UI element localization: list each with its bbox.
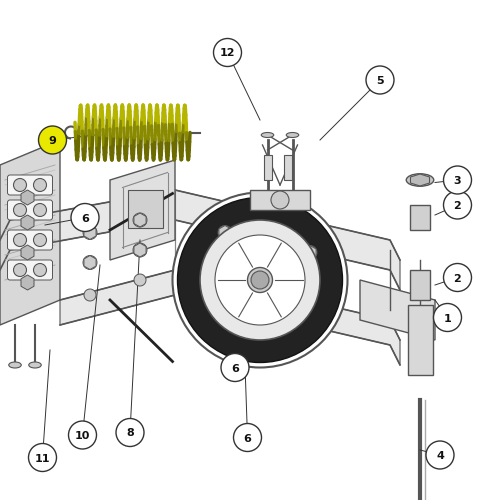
Polygon shape <box>21 190 34 205</box>
Circle shape <box>271 191 289 209</box>
Text: 2: 2 <box>454 273 462 283</box>
Circle shape <box>34 234 46 247</box>
Polygon shape <box>110 161 175 261</box>
Circle shape <box>134 275 146 287</box>
Circle shape <box>133 213 147 227</box>
Text: 3: 3 <box>454 176 462 186</box>
Polygon shape <box>0 190 400 291</box>
Circle shape <box>178 198 342 363</box>
Text: 6: 6 <box>231 363 239 373</box>
Text: 11: 11 <box>35 452 50 462</box>
Circle shape <box>444 264 471 292</box>
Circle shape <box>218 226 232 240</box>
Circle shape <box>234 424 262 451</box>
Polygon shape <box>134 243 146 258</box>
Polygon shape <box>410 175 430 187</box>
Text: 2: 2 <box>454 200 462 210</box>
Text: 9: 9 <box>48 136 56 146</box>
Circle shape <box>68 421 96 449</box>
Polygon shape <box>0 141 60 325</box>
FancyBboxPatch shape <box>8 176 52 195</box>
Circle shape <box>304 295 316 307</box>
Text: 1: 1 <box>444 313 452 323</box>
Circle shape <box>426 441 454 469</box>
Circle shape <box>214 40 242 67</box>
Polygon shape <box>304 246 316 260</box>
Ellipse shape <box>261 133 274 138</box>
Bar <box>128 190 162 228</box>
Circle shape <box>83 256 97 270</box>
Circle shape <box>219 285 231 297</box>
Bar <box>250 190 310 210</box>
FancyBboxPatch shape <box>8 200 52 220</box>
Text: 4: 4 <box>436 450 444 460</box>
Polygon shape <box>21 245 34 261</box>
Text: 6: 6 <box>81 213 89 223</box>
Polygon shape <box>360 281 435 340</box>
Bar <box>284 156 292 181</box>
Bar <box>410 271 430 301</box>
Circle shape <box>14 179 26 192</box>
Circle shape <box>71 204 99 232</box>
Circle shape <box>34 179 46 192</box>
Circle shape <box>34 264 46 277</box>
Polygon shape <box>21 215 34 230</box>
Text: 8: 8 <box>126 428 134 438</box>
Circle shape <box>28 443 56 471</box>
Polygon shape <box>84 226 96 240</box>
Circle shape <box>38 127 66 155</box>
Circle shape <box>200 220 320 340</box>
Polygon shape <box>219 226 231 240</box>
Ellipse shape <box>286 133 299 138</box>
Bar <box>408 306 432 375</box>
Circle shape <box>133 243 147 258</box>
Circle shape <box>116 419 144 446</box>
Circle shape <box>14 234 26 247</box>
Ellipse shape <box>29 362 41 368</box>
Circle shape <box>444 191 471 219</box>
Text: 5: 5 <box>376 76 384 86</box>
Circle shape <box>83 226 97 240</box>
Ellipse shape <box>9 362 21 368</box>
Circle shape <box>221 354 249 382</box>
Circle shape <box>434 304 462 332</box>
Polygon shape <box>134 213 146 227</box>
Circle shape <box>14 204 26 217</box>
FancyBboxPatch shape <box>8 230 52 250</box>
FancyBboxPatch shape <box>8 261 52 281</box>
Text: 12: 12 <box>220 49 236 59</box>
Circle shape <box>444 167 471 194</box>
Circle shape <box>303 246 317 260</box>
Polygon shape <box>84 256 96 270</box>
Text: 6: 6 <box>244 433 252 442</box>
Bar <box>264 156 272 181</box>
Polygon shape <box>60 271 400 365</box>
Polygon shape <box>21 276 34 291</box>
Circle shape <box>251 272 269 290</box>
Circle shape <box>34 204 46 217</box>
Ellipse shape <box>406 174 434 187</box>
Circle shape <box>14 264 26 277</box>
Bar <box>410 205 430 230</box>
Circle shape <box>172 193 348 368</box>
Circle shape <box>366 67 394 95</box>
Circle shape <box>84 290 96 302</box>
Circle shape <box>215 235 305 325</box>
Circle shape <box>248 268 272 293</box>
Text: 10: 10 <box>75 430 90 440</box>
